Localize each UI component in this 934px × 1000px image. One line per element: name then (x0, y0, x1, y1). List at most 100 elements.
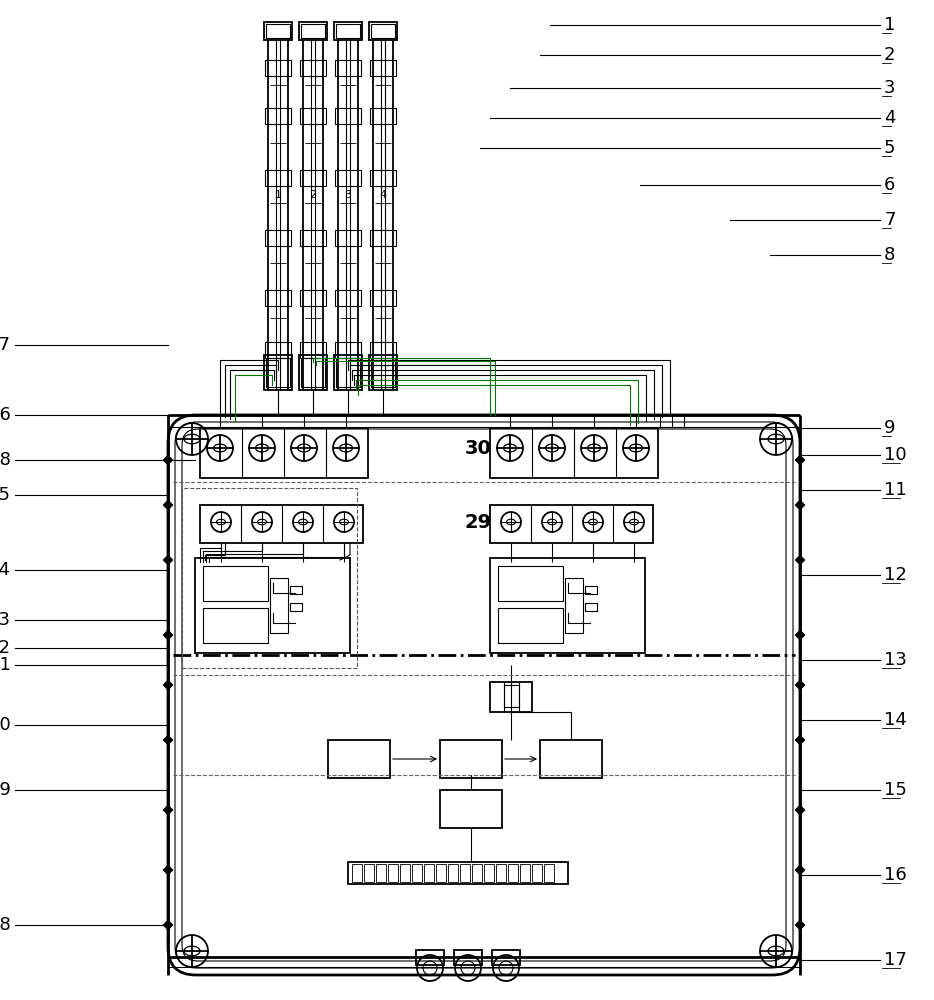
Bar (544, 864, 554, 882)
Bar (520, 864, 530, 882)
Text: 9: 9 (884, 419, 896, 437)
Bar (532, 864, 542, 882)
Bar (498, 608, 563, 643)
Bar (424, 864, 434, 882)
Bar (200, 428, 368, 478)
Text: 15: 15 (884, 781, 907, 799)
Text: 24: 24 (0, 561, 11, 579)
Bar (265, 108, 291, 124)
Bar (265, 60, 291, 76)
Polygon shape (795, 630, 805, 640)
Text: 2: 2 (884, 46, 896, 64)
Bar (585, 603, 597, 611)
Bar (352, 864, 362, 882)
Bar (301, 358, 325, 387)
Bar (336, 24, 360, 38)
Bar (266, 358, 290, 387)
Polygon shape (163, 735, 173, 745)
Bar (388, 864, 398, 882)
Bar (370, 60, 396, 76)
Bar (264, 22, 292, 40)
Bar (370, 170, 396, 186)
Bar (335, 170, 361, 186)
Text: 10: 10 (884, 446, 907, 464)
Bar (335, 60, 361, 76)
Bar (412, 864, 422, 882)
Bar (328, 740, 390, 778)
Bar (364, 864, 374, 882)
Text: 14: 14 (884, 711, 907, 729)
Polygon shape (163, 500, 173, 510)
Polygon shape (163, 455, 173, 465)
Bar (336, 358, 360, 387)
Polygon shape (795, 680, 805, 690)
Bar (371, 24, 395, 38)
Bar (448, 864, 458, 882)
Bar (200, 505, 363, 543)
Bar (490, 505, 653, 543)
Bar (334, 355, 362, 390)
Text: 28: 28 (0, 451, 11, 469)
Bar (496, 864, 506, 882)
Bar (370, 342, 396, 358)
Polygon shape (795, 555, 805, 565)
Polygon shape (163, 680, 173, 690)
Bar (370, 230, 396, 246)
Bar (565, 578, 583, 633)
Bar (498, 566, 563, 601)
Bar (416, 950, 444, 965)
Bar (335, 342, 361, 358)
Text: 29: 29 (464, 512, 491, 532)
Text: 12: 12 (884, 566, 907, 584)
Polygon shape (163, 630, 173, 640)
Text: 3: 3 (884, 79, 896, 97)
Bar (299, 22, 327, 40)
Bar (370, 108, 396, 124)
Bar (376, 864, 386, 882)
Text: 3: 3 (345, 190, 351, 200)
Bar (266, 24, 290, 38)
Bar (490, 682, 532, 712)
Text: 17: 17 (884, 951, 907, 969)
Bar (508, 864, 518, 882)
Bar (400, 864, 410, 882)
Bar (348, 862, 568, 884)
Text: 8: 8 (884, 246, 896, 264)
Bar (369, 22, 397, 40)
Polygon shape (795, 865, 805, 875)
Text: 13: 13 (884, 651, 907, 669)
Polygon shape (795, 455, 805, 465)
Bar (265, 290, 291, 306)
Text: 30: 30 (464, 438, 491, 458)
Bar (540, 740, 602, 778)
Bar (440, 740, 502, 778)
Polygon shape (163, 920, 173, 930)
Bar (585, 586, 597, 594)
Bar (195, 558, 350, 653)
Bar (335, 230, 361, 246)
Text: 1: 1 (275, 190, 281, 200)
Bar (490, 428, 658, 478)
Bar (290, 586, 302, 594)
Bar (335, 290, 361, 306)
Text: 22: 22 (0, 639, 11, 657)
Polygon shape (795, 735, 805, 745)
Bar (440, 790, 502, 828)
Bar (182, 488, 357, 668)
Bar (454, 950, 482, 965)
Bar (370, 290, 396, 306)
Bar (335, 108, 361, 124)
Text: 11: 11 (884, 481, 907, 499)
Text: 18: 18 (0, 916, 11, 934)
Bar (265, 342, 291, 358)
Polygon shape (163, 555, 173, 565)
Bar (290, 603, 302, 611)
Text: 16: 16 (884, 866, 907, 884)
Text: 25: 25 (0, 486, 11, 504)
Polygon shape (795, 500, 805, 510)
Polygon shape (795, 920, 805, 930)
Bar (300, 290, 326, 306)
Bar (300, 108, 326, 124)
Text: 21: 21 (0, 656, 11, 674)
Bar (300, 230, 326, 246)
